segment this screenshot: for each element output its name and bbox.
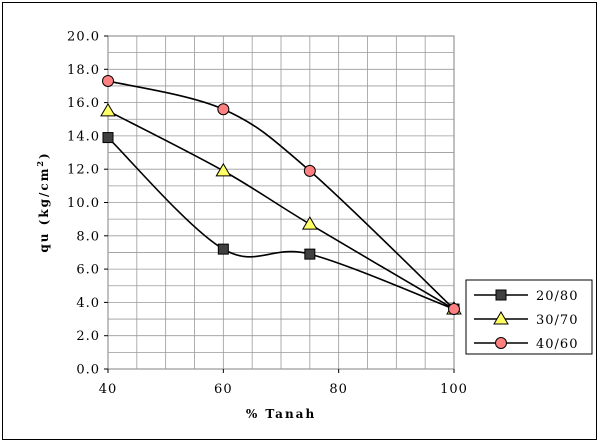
x-tick-label: 80 xyxy=(329,382,348,397)
series-line-40-60 xyxy=(107,80,455,310)
y-axis-ticks: 0.0 2.0 4.0 6.0 8.0 10.0 12.0 14.0 16.0 18.0 20.0 xyxy=(67,30,108,378)
y-tick-label: 16.0 xyxy=(67,96,100,111)
data-point-30-70 xyxy=(301,216,318,230)
y-tick-label: 12.0 xyxy=(67,163,100,178)
data-point-20-80 xyxy=(102,132,114,144)
legend-label: 40/60 xyxy=(536,337,578,352)
y-tick-label: 4.0 xyxy=(76,296,100,311)
x-tick-label: 40 xyxy=(99,382,118,397)
data-point-30-70 xyxy=(100,102,116,117)
y-tick-label: 14.0 xyxy=(67,129,100,144)
data-point-20-80 xyxy=(217,243,229,255)
y-tick-label: 0.0 xyxy=(76,363,100,378)
legend-marker xyxy=(495,289,507,301)
series-group xyxy=(100,74,462,316)
data-point-40-60 xyxy=(448,303,460,316)
data-point-40-60 xyxy=(303,164,316,177)
legend-marker xyxy=(495,337,507,349)
legend: 20/80 30/70 40/60 xyxy=(465,279,593,355)
y-tick-label: 10.0 xyxy=(67,196,100,211)
series-line-20-80 xyxy=(107,136,455,310)
x-axis-title: % Tanah xyxy=(246,407,316,421)
legend-label: 30/70 xyxy=(536,313,578,328)
x-tick-label: 60 xyxy=(214,382,233,397)
legend-label: 20/80 xyxy=(536,289,578,304)
series-line-30-70 xyxy=(107,110,455,310)
data-point-40-60 xyxy=(102,74,114,87)
y-tick-label: 20.0 xyxy=(67,30,100,45)
data-point-30-70 xyxy=(215,162,232,177)
x-tick-label: 100 xyxy=(440,382,468,397)
y-tick-label: 6.0 xyxy=(76,263,100,278)
y-tick-label: 2.0 xyxy=(76,329,100,344)
x-axis-ticks: 40 60 80 100 xyxy=(99,369,468,397)
legend-box xyxy=(465,279,593,355)
y-tick-label: 8.0 xyxy=(76,229,100,244)
data-point-40-60 xyxy=(217,103,230,116)
y-axis-title: qu (kg/cm2) xyxy=(35,151,51,252)
data-point-20-80 xyxy=(304,248,316,260)
grid-lines xyxy=(108,36,454,369)
legend-marker xyxy=(493,311,509,325)
y-tick-label: 18.0 xyxy=(67,63,100,78)
